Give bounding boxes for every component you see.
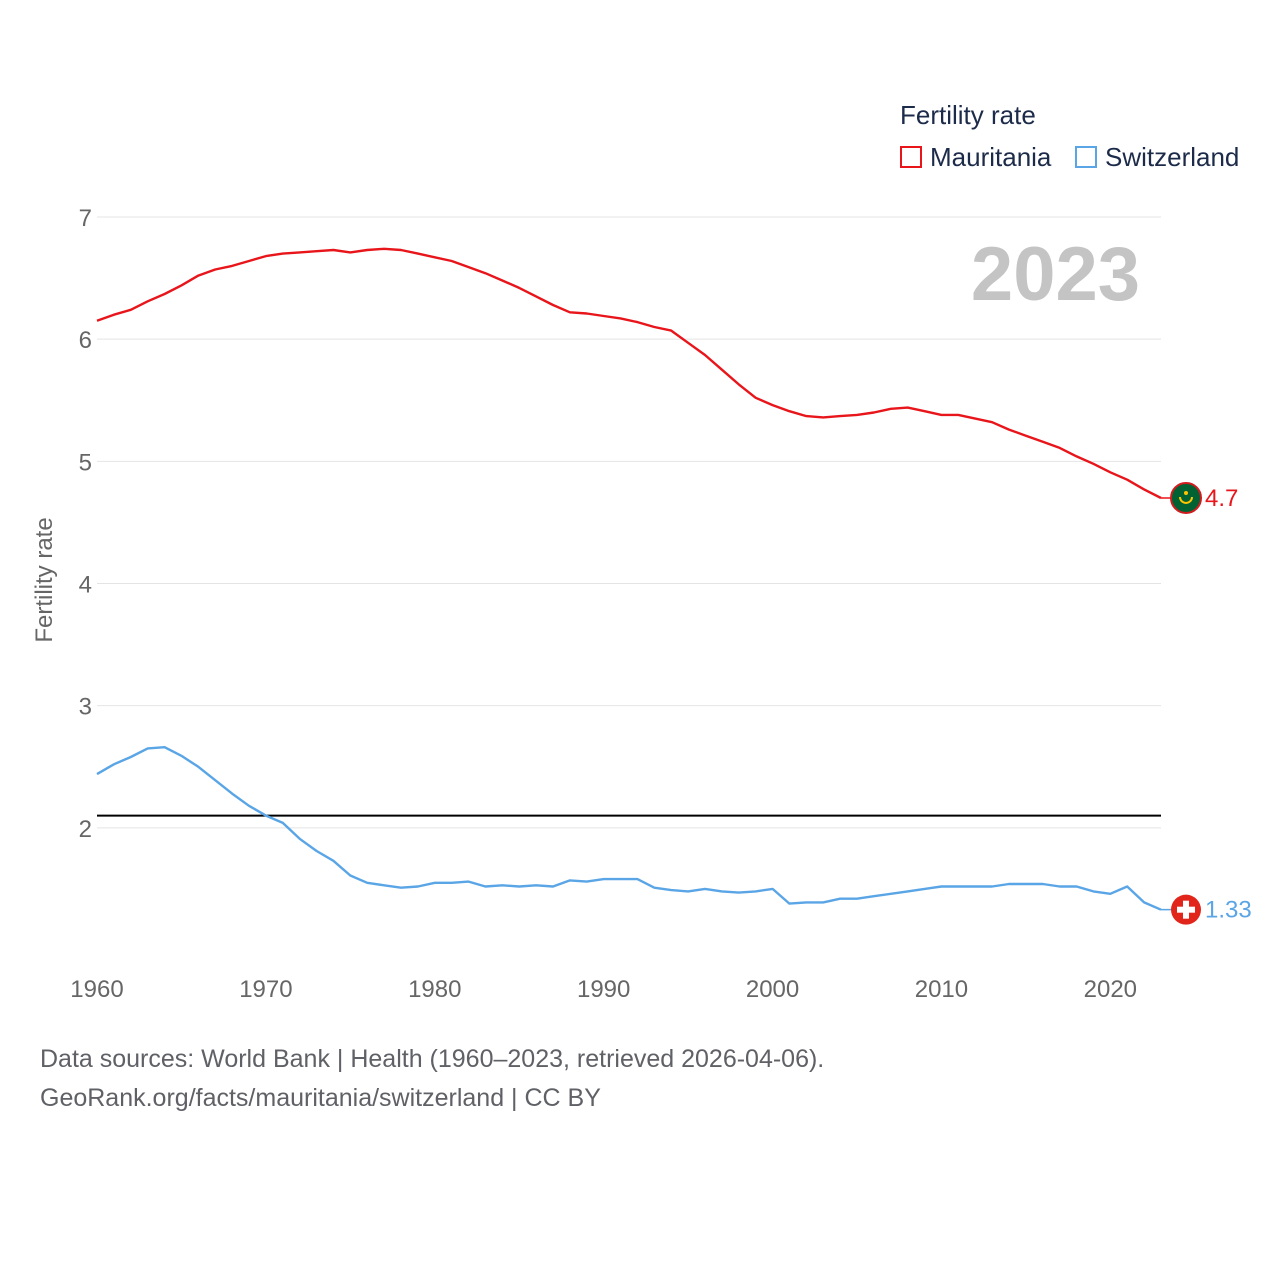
y-tick-label: 6 xyxy=(79,327,92,354)
x-tick-label: 1960 xyxy=(70,976,123,1003)
x-tick-label: 2020 xyxy=(1084,976,1137,1003)
y-axis-title: Fertility rate xyxy=(31,517,58,642)
end-value-label-mauritania: 4.7 xyxy=(1205,485,1238,512)
year-label: 2023 xyxy=(971,232,1140,317)
footer-attribution[interactable]: GeoRank.org/facts/mauritania/switzerland… xyxy=(40,1084,601,1112)
series-line-mauritania xyxy=(96,247,1162,500)
x-tick-label: 1990 xyxy=(577,976,630,1003)
x-tick-label: 1970 xyxy=(239,976,292,1003)
y-tick-label: 4 xyxy=(79,572,92,599)
x-axis-ticks: 1960 1970 1980 1990 2000 2010 2020 xyxy=(70,976,1137,1003)
legend-item-mauritania[interactable]: Mauritania xyxy=(900,142,1051,172)
footer-sources: Data sources: World Bank | Health (1960–… xyxy=(40,1045,825,1073)
switzerland-flag-icon xyxy=(1171,894,1201,925)
legend-label-switzerland: Switzerland xyxy=(1105,141,1240,172)
mauritania-flag-icon xyxy=(1170,481,1202,514)
y-axis-ticks: 2 3 4 5 6 7 xyxy=(79,205,92,843)
series-lines xyxy=(96,247,1162,911)
grid-lines xyxy=(97,216,1161,829)
y-tick-label: 7 xyxy=(79,205,92,232)
y-tick-label: 2 xyxy=(79,816,92,843)
x-tick-label: 2010 xyxy=(915,976,968,1003)
legend-swatch-mauritania xyxy=(900,146,922,168)
y-tick-label: 5 xyxy=(79,449,92,476)
end-value-label-switzerland: 1.33 xyxy=(1205,897,1252,924)
series-line-switzerland xyxy=(96,746,1162,911)
legend-title: Fertility rate xyxy=(900,100,1036,130)
legend-swatch-switzerland xyxy=(1075,146,1097,168)
x-tick-label: 1980 xyxy=(408,976,461,1003)
legend-item-switzerland[interactable]: Switzerland xyxy=(1075,142,1239,172)
series-end-markers: 4.7 1.33 xyxy=(1161,481,1252,925)
legend-label-mauritania: Mauritania xyxy=(930,141,1052,172)
x-tick-label: 2000 xyxy=(746,976,799,1003)
y-tick-label: 3 xyxy=(79,694,92,721)
